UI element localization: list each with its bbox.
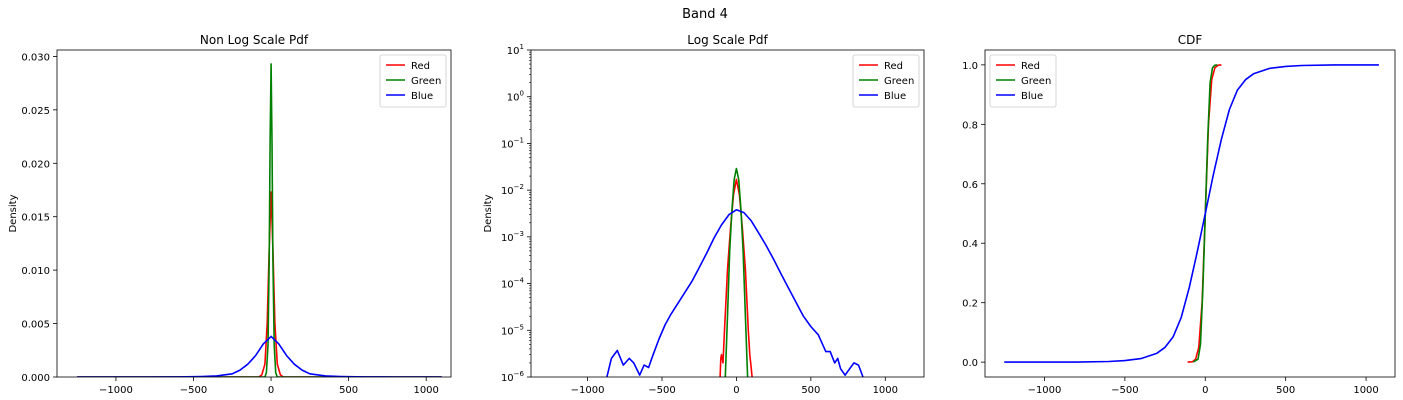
cdf-legend-label-green: Green: [1021, 76, 1051, 87]
cdf-y-tick-label: 0.4: [962, 239, 978, 250]
non-log-pdf-y-tick-label: 0.000: [21, 373, 50, 384]
cdf-line-blue: [1004, 64, 1379, 363]
figure-title: Band 4: [682, 7, 728, 22]
non-log-pdf-panel: −1000 −500 0 500 1000 0.000 0.005 0.010 0.015 0.0…: [8, 33, 452, 396]
cdf-x-tick-label: 500: [1276, 385, 1295, 396]
non-log-pdf-x-tick-label: 500: [339, 385, 358, 396]
log-pdf-y-tick-label: 10−5: [501, 323, 524, 337]
non-log-pdf-x-tick-label: 0: [268, 385, 274, 396]
cdf-line-green: [1192, 64, 1218, 363]
log-pdf-legend-label-red: Red: [884, 61, 903, 72]
cdf-x-tick-label: −1000: [1028, 385, 1062, 396]
non-log-pdf-legend-label-red: Red: [411, 61, 430, 72]
cdf-y-tick-label: 0.6: [962, 180, 978, 191]
cdf-legend-box: [989, 54, 1057, 108]
log-pdf-x-tick-label: −500: [648, 385, 675, 396]
non-log-pdf-y-tick-label: 0.030: [21, 52, 50, 63]
non-log-pdf-legend: Red Green Blue: [379, 54, 447, 108]
log-pdf-y-tick-label: 10−2: [501, 183, 524, 197]
log-pdf-x-tick-label: 0: [733, 385, 739, 396]
log-pdf-legend-label-blue: Blue: [884, 91, 906, 102]
log-pdf-y-axis-label: Density: [483, 194, 494, 232]
log-pdf-legend-box: [852, 54, 920, 108]
cdf-x-tick-label: −500: [1111, 385, 1138, 396]
non-log-pdf-y-tick-label: 0.010: [21, 266, 50, 277]
non-log-pdf-y-tick-label: 0.020: [21, 159, 50, 170]
log-pdf-line-red: [719, 178, 753, 377]
non-log-pdf-axes-frame: [56, 49, 452, 378]
non-log-pdf-x-tick-label: −500: [180, 385, 207, 396]
log-pdf-line-blue: [606, 209, 864, 377]
cdf-y-tick-label: 0.8: [962, 120, 978, 131]
cdf-y-tick-label: 1.0: [962, 61, 978, 72]
non-log-pdf-x-tick-label: −1000: [99, 385, 133, 396]
log-pdf-y-tick-label: 10−4: [501, 277, 525, 291]
log-pdf-y-tick-label: 10−6: [501, 370, 525, 384]
cdf-y-tick-label: 0.2: [962, 299, 978, 310]
log-pdf-y-tick-label: 10−1: [501, 136, 524, 150]
non-log-pdf-y-axis-label: Density: [8, 194, 19, 232]
non-log-pdf-legend-label-blue: Blue: [411, 91, 433, 102]
log-pdf-series: [606, 167, 864, 377]
log-pdf-y-tick-label: 10−3: [501, 230, 524, 244]
log-pdf-line-green: [724, 167, 749, 377]
cdf-series: [1004, 64, 1379, 363]
log-pdf-y-tick-label: 100: [507, 90, 524, 104]
non-log-pdf-line-red: [77, 191, 442, 377]
log-pdf-legend: Red Green Blue: [852, 54, 920, 108]
cdf-x-tick-label: 1000: [1353, 385, 1378, 396]
log-pdf-x-tick-label: 500: [801, 385, 820, 396]
cdf-legend-label-blue: Blue: [1021, 91, 1043, 102]
non-log-pdf-x-tick-label: 1000: [413, 385, 438, 396]
non-log-pdf-legend-box: [379, 54, 447, 108]
cdf-axes-frame: [984, 49, 1396, 378]
non-log-pdf-y-tick-label: 0.005: [21, 320, 50, 331]
cdf-title: CDF: [1178, 33, 1203, 47]
log-pdf-title: Log Scale Pdf: [687, 33, 768, 47]
non-log-pdf-line-blue: [77, 335, 442, 377]
log-pdf-x-tick-label: −1000: [571, 385, 605, 396]
log-pdf-x-tick-label: 1000: [873, 385, 898, 396]
log-pdf-panel: −1000 −500 0 500 1000 10−6 10−5 10−4 10−3 10−2 10−…: [483, 33, 925, 396]
log-pdf-y-tick-label: 101: [507, 43, 524, 57]
cdf-legend: Red Green Blue: [989, 54, 1057, 108]
cdf-legend-label-red: Red: [1021, 61, 1040, 72]
non-log-pdf-title: Non Log Scale Pdf: [200, 33, 309, 47]
cdf-x-tick-label: 0: [1202, 385, 1208, 396]
non-log-pdf-y-tick-label: 0.015: [21, 213, 50, 224]
non-log-pdf-line-green: [77, 63, 442, 377]
non-log-pdf-series: [77, 63, 442, 377]
log-pdf-axes-frame: [530, 49, 925, 378]
non-log-pdf-legend-label-green: Green: [411, 76, 441, 87]
non-log-pdf-y-tick-label: 0.025: [21, 106, 50, 117]
log-pdf-legend-label-green: Green: [884, 76, 914, 87]
cdf-panel: −1000 −500 0 500 1000 0.0 0.2 0.4 0.6 0.8 1.0 CDF Re…: [962, 33, 1396, 396]
cdf-y-tick-label: 0.0: [962, 358, 978, 369]
